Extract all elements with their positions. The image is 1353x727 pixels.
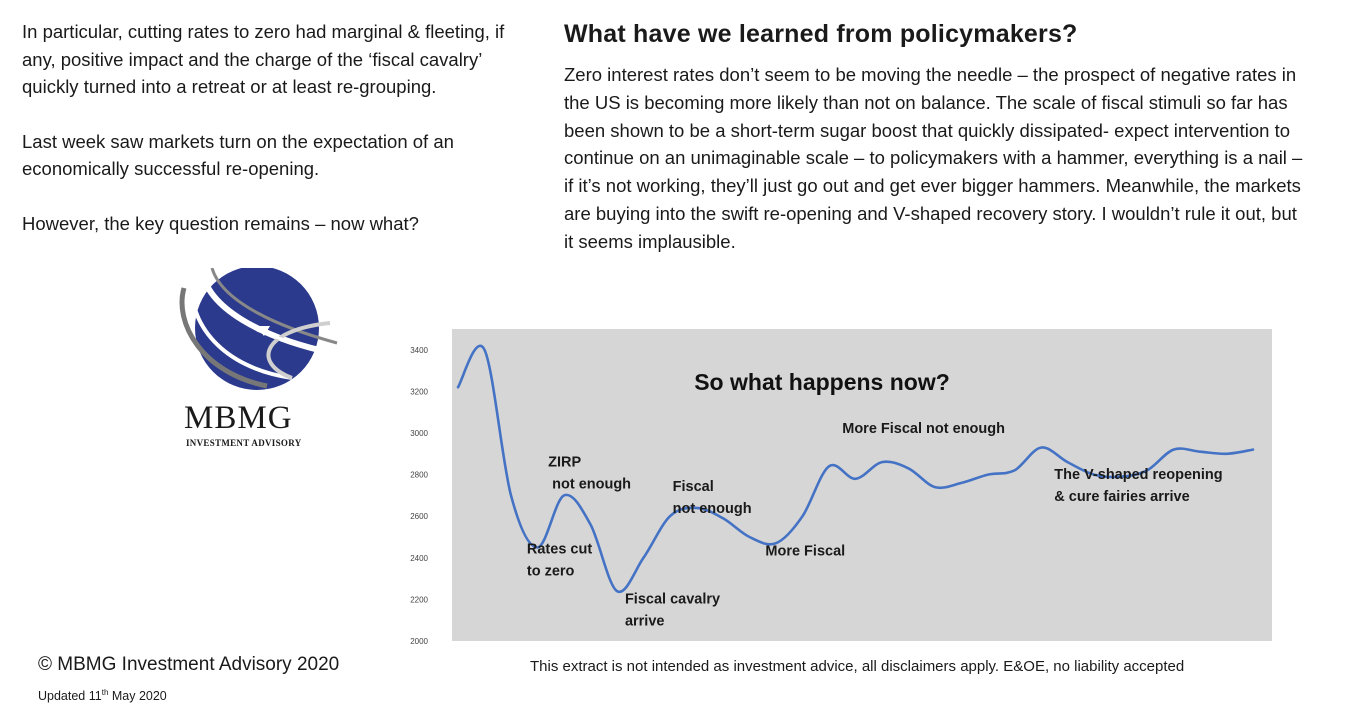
series-line — [456, 344, 1255, 594]
logo-wordmark: MBMG — [184, 400, 293, 436]
chart-annotation: Rates cut to zero — [527, 542, 592, 580]
chart-annotation-line: not enough — [548, 476, 631, 492]
y-tick-label: 2400 — [410, 554, 428, 563]
chart-annotation-line: to zero — [527, 564, 575, 580]
y-tick-label: 2600 — [410, 512, 428, 521]
chart-annotations: Rates cut to zero ZIRP not enough Fiscal ca… — [527, 421, 1223, 630]
chart-annotation-line: More Fiscal — [765, 544, 845, 560]
disclaimer: This extract is not intended as investme… — [530, 658, 1185, 675]
y-tick-label: 2800 — [410, 471, 428, 480]
globe-arrow-icon — [179, 268, 338, 390]
chart-annotation: More Fiscal — [765, 544, 845, 560]
chart-annotation: More Fiscal not enough — [842, 421, 1005, 437]
chart-annotation-line: Rates cut — [527, 542, 592, 558]
updated-month-year: May 2020 — [108, 689, 167, 704]
section-body: Zero interest rates don’t seem to be mov… — [564, 64, 1303, 252]
y-axis: 2000 2200 2400 2600 2800 3000 3200 3400 — [410, 346, 428, 646]
chart-annotation: Fiscal not enough — [673, 479, 752, 517]
chart-annotation-line: More Fiscal not enough — [842, 421, 1005, 437]
y-tick-label: 2200 — [410, 595, 428, 604]
chart-annotation-line: arrive — [625, 614, 665, 630]
y-tick-label: 3400 — [410, 346, 428, 355]
updated-suffix-sup: th — [101, 688, 109, 697]
y-tick-label: 2000 — [410, 637, 428, 646]
left-paragraph-3: However, the key question remains – now … — [22, 212, 419, 234]
updated-date: Updated 11th May 2020 — [38, 688, 167, 703]
chart-annotation-line: not enough — [673, 501, 752, 517]
chart-annotation-line: & cure fairies arrive — [1054, 489, 1189, 505]
chart-annotation-line: Fiscal — [673, 479, 714, 495]
chart-annotation: Fiscal cavalry arrive — [625, 592, 720, 630]
chart-annotation-line: The V-shaped reopening — [1054, 467, 1222, 483]
plot-area — [452, 329, 1272, 641]
chart: 2000 2200 2400 2600 2800 3000 3200 3400 So what… — [410, 329, 1272, 646]
y-tick-label: 3200 — [410, 387, 428, 396]
chart-annotation: ZIRP not enough — [548, 454, 631, 492]
right-text-column: What have we learned from policymakers? … — [564, 20, 1304, 256]
section-heading: What have we learned from policymakers? — [564, 20, 1078, 48]
y-tick-label: 3000 — [410, 429, 428, 438]
left-paragraph-1: In particular, cutting rates to zero had… — [22, 21, 505, 97]
left-paragraph-2: Last week saw markets turn on the expect… — [22, 130, 454, 180]
left-text-column: In particular, cutting rates to zero had… — [22, 18, 527, 264]
chart-title: So what happens now? — [694, 369, 950, 395]
chart-annotation: The V-shaped reopening & cure fairies arr… — [1054, 467, 1222, 505]
chart-annotation-line: Fiscal cavalry — [625, 592, 720, 608]
chart-annotation-line: ZIRP — [548, 454, 581, 470]
copyright-notice: © MBMG Investment Advisory 2020 — [38, 654, 340, 675]
logo-subtitle: INVESTMENT ADVISORY — [186, 438, 302, 448]
updated-prefix: Updated 11 — [38, 689, 102, 704]
